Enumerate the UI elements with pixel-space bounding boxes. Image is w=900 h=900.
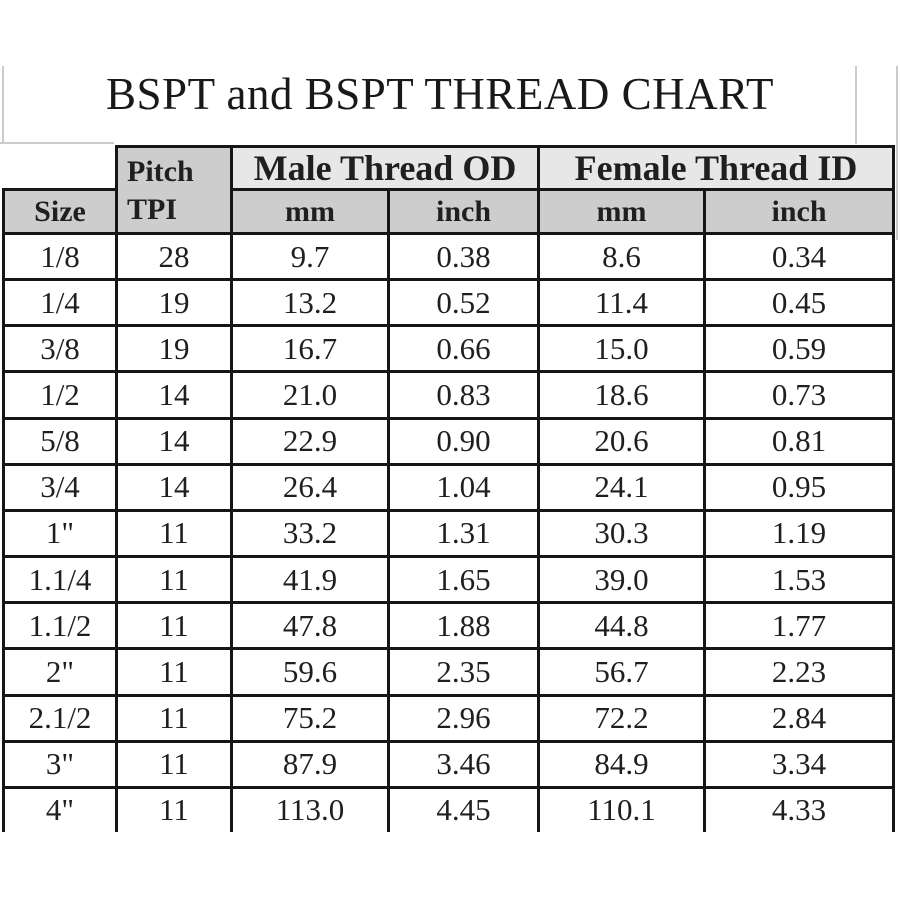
col-group-female-thread-id: Female Thread ID [537, 145, 895, 188]
table-cell: 11 [115, 647, 230, 694]
table-cell: 0.34 [703, 232, 895, 279]
table-cell: 1/8 [2, 232, 115, 279]
table-cell: 110.1 [537, 785, 703, 832]
table-cell: 1.04 [387, 462, 537, 509]
col-header-size: Size [2, 188, 115, 232]
table-cell: 0.52 [387, 278, 537, 325]
table-cell: 1" [2, 508, 115, 556]
thread-chart-table: Pitch TPI Male Thread OD Female Thread I… [2, 145, 895, 832]
table-cell: 4.45 [387, 785, 537, 832]
table-cell: 2.96 [387, 693, 537, 740]
col-header-female-inch: inch [703, 188, 895, 232]
table-cell: 1.31 [387, 508, 537, 556]
table-cell: 2.35 [387, 647, 537, 694]
table-cell: 4" [2, 785, 115, 832]
table-cell: 1/2 [2, 370, 115, 417]
table-cell: 11 [115, 785, 230, 832]
table-cell: 3/8 [2, 324, 115, 371]
corner-spacer [2, 145, 115, 188]
table-cell: 30.3 [537, 508, 703, 556]
table-cell: 5/8 [2, 416, 115, 463]
table-cell: 0.90 [387, 416, 537, 463]
col-header-male-mm: mm [230, 188, 387, 232]
col-header-pitch-tpi: Pitch TPI [115, 145, 230, 232]
scan-artifact-right-edge-line [896, 66, 898, 240]
table-cell: 21.0 [230, 370, 387, 417]
table-cell: 22.9 [230, 416, 387, 463]
table-cell: 24.1 [537, 462, 703, 509]
table-cell: 41.9 [230, 555, 387, 602]
table-cell: 113.0 [230, 785, 387, 832]
table-cell: 11 [115, 601, 230, 648]
table-cell: 11 [115, 739, 230, 786]
table-cell: 2" [2, 647, 115, 694]
table-cell: 16.7 [230, 324, 387, 371]
table-cell: 84.9 [537, 739, 703, 786]
table-cell: 19 [115, 324, 230, 371]
col-header-male-inch: inch [387, 188, 537, 232]
table-cell: 14 [115, 462, 230, 509]
table-cell: 0.59 [703, 324, 895, 371]
table-cell: 56.7 [537, 647, 703, 694]
table-cell: 15.0 [537, 324, 703, 371]
table-cell: 1.1/4 [2, 555, 115, 602]
table-cell: 1.53 [703, 555, 895, 602]
table-cell: 0.45 [703, 278, 895, 325]
table-cell: 47.8 [230, 601, 387, 648]
table-cell: 11.4 [537, 278, 703, 325]
table-cell: 26.4 [230, 462, 387, 509]
table-cell: 2.84 [703, 693, 895, 740]
table-cell: 11 [115, 555, 230, 602]
table-cell: 1.88 [387, 601, 537, 648]
table-cell: 0.81 [703, 416, 895, 463]
table-cell: 18.6 [537, 370, 703, 417]
table-cell: 0.83 [387, 370, 537, 417]
table-cell: 1.19 [703, 508, 895, 556]
table-cell: 13.2 [230, 278, 387, 325]
table-cell: 19 [115, 278, 230, 325]
table-cell: 0.95 [703, 462, 895, 509]
table-cell: 87.9 [230, 739, 387, 786]
table-cell: 2.23 [703, 647, 895, 694]
table-cell: 20.6 [537, 416, 703, 463]
col-group-male-thread-od: Male Thread OD [230, 145, 537, 188]
table-cell: 9.7 [230, 232, 387, 279]
table-cell: 1.1/2 [2, 601, 115, 648]
table-cell: 14 [115, 416, 230, 463]
tpi-label: TPI [127, 192, 178, 226]
scan-artifact-right-vertical-line [855, 66, 857, 144]
table-cell: 0.73 [703, 370, 895, 417]
table-cell: 75.2 [230, 693, 387, 740]
scan-artifact-left-vertical-line [2, 66, 4, 144]
table-cell: 0.66 [387, 324, 537, 371]
table-cell: 1.77 [703, 601, 895, 648]
table-cell: 1.65 [387, 555, 537, 602]
table-cell: 33.2 [230, 508, 387, 556]
scan-artifact-left-horizontal-line [0, 142, 114, 144]
table-cell: 2.1/2 [2, 693, 115, 740]
table-cell: 39.0 [537, 555, 703, 602]
table-cell: 8.6 [537, 232, 703, 279]
table-cell: 0.38 [387, 232, 537, 279]
table-cell: 4.33 [703, 785, 895, 832]
table-cell: 59.6 [230, 647, 387, 694]
table-cell: 3" [2, 739, 115, 786]
pitch-label: Pitch [127, 154, 194, 188]
table-cell: 11 [115, 508, 230, 556]
table-cell: 14 [115, 370, 230, 417]
page-title: BSPT and BSPT THREAD CHART [106, 69, 774, 119]
table-cell: 72.2 [537, 693, 703, 740]
table-cell: 28 [115, 232, 230, 279]
table-cell: 11 [115, 693, 230, 740]
col-header-female-mm: mm [537, 188, 703, 232]
table-cell: 44.8 [537, 601, 703, 648]
table-cell: 3.34 [703, 739, 895, 786]
table-cell: 3.46 [387, 739, 537, 786]
table-cell: 1/4 [2, 278, 115, 325]
table-cell: 3/4 [2, 462, 115, 509]
